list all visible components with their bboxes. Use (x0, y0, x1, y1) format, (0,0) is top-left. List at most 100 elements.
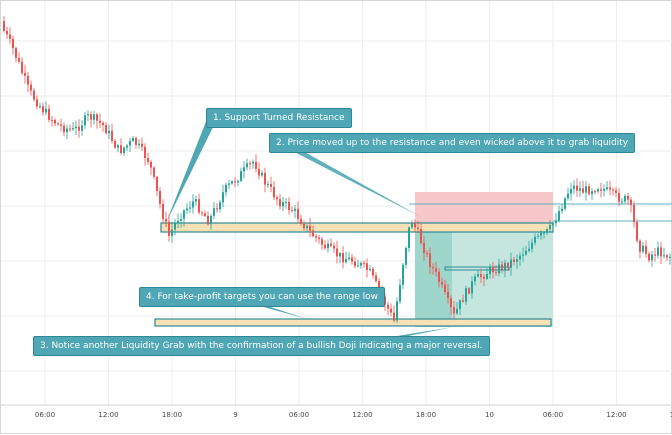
candle-body (234, 181, 236, 183)
candle-body (153, 167, 155, 177)
candle-body (543, 232, 545, 234)
candle-body (366, 263, 368, 270)
candle-body (435, 268, 437, 272)
candle-body (87, 114, 89, 116)
resistance-zone (160, 222, 554, 233)
candle-body (336, 248, 338, 257)
candle-body (369, 268, 371, 270)
candle-body (201, 212, 203, 214)
candle-body (231, 181, 233, 184)
candle-body (594, 191, 596, 193)
candle-body (600, 189, 602, 191)
candle-body (351, 257, 353, 262)
candle-body (291, 210, 293, 212)
x-tick-label: 12:00 (352, 411, 372, 419)
candle-body (195, 199, 197, 202)
candle-body (648, 253, 650, 261)
candle-body (261, 172, 263, 176)
candle-body (618, 192, 620, 202)
candle-body (480, 274, 482, 277)
candle-body (387, 304, 389, 309)
candle-body (219, 202, 221, 210)
candle-body (546, 229, 548, 233)
candle-body (159, 191, 161, 204)
candle-body (654, 254, 656, 256)
candle-body (669, 256, 671, 258)
candle-body (264, 172, 266, 185)
callout-3: 3. Notice another Liquidity Grab with th… (33, 336, 490, 356)
candle-body (174, 223, 176, 230)
candle-body (132, 138, 134, 141)
candle-body (516, 259, 518, 262)
candle-body (495, 272, 497, 274)
candle-body (18, 57, 20, 62)
candle-body (324, 244, 326, 249)
candle-body (624, 195, 626, 202)
candle-body (300, 218, 302, 224)
candle-body (3, 21, 5, 31)
candle-body (405, 247, 407, 265)
candle-body (477, 274, 479, 277)
candle-body (243, 167, 245, 172)
candle-body (108, 130, 110, 134)
candle-body (63, 125, 65, 133)
candle-body (558, 211, 560, 221)
candle-body (168, 221, 170, 236)
callout-pointers (166, 119, 453, 337)
candle-body (186, 208, 188, 211)
candle-body (276, 197, 278, 200)
time-axis: 06:00 12:00 18:00 9 06:00 12:00 18:00 10 06:00 12… (1, 404, 672, 419)
candle-body (462, 300, 464, 302)
candle-body (645, 245, 647, 254)
candle-body (183, 210, 185, 219)
candle-body (6, 30, 8, 35)
candle-body (96, 114, 98, 121)
candle-body (612, 189, 614, 191)
callout-4: 4. For take-profit targets you can use t… (139, 287, 386, 307)
candle-body (162, 203, 164, 220)
candle-body (636, 222, 638, 241)
candle-body (252, 161, 254, 164)
candle-body (573, 185, 575, 189)
x-tick-label: 18:00 (416, 411, 436, 419)
candle-body (432, 267, 434, 269)
candle-body (246, 163, 248, 168)
candle-body (222, 192, 224, 203)
candle-body (666, 255, 668, 258)
candle-body (621, 201, 623, 203)
candle-body (378, 281, 380, 291)
candle-body (630, 199, 632, 206)
candle-body (288, 201, 290, 211)
candle-body (447, 291, 449, 299)
candle-body (651, 254, 653, 261)
candle-body (255, 161, 257, 169)
candle-body (207, 215, 209, 225)
candle-body (390, 308, 392, 313)
candle-body (315, 236, 317, 238)
candle-body (216, 208, 218, 210)
candle-body (273, 186, 275, 198)
candle-body (39, 106, 41, 108)
x-tick-label: 18:00 (162, 411, 182, 419)
x-tick-label: 10 (485, 411, 494, 419)
candle-body (606, 187, 608, 190)
candle-body (345, 259, 347, 263)
x-tick-label: 06:00 (35, 411, 55, 419)
candle-body (660, 247, 662, 257)
candle-body (486, 273, 488, 279)
candle-body (396, 301, 398, 321)
candle-body (258, 168, 260, 176)
candle-body (603, 189, 605, 191)
candle-body (417, 227, 419, 230)
candle-body (270, 184, 272, 187)
candle-body (327, 243, 329, 249)
candle-body (567, 193, 569, 199)
candle-body (540, 233, 542, 236)
candle-body (9, 34, 11, 39)
candle-body (147, 158, 149, 162)
candle-body (102, 122, 104, 126)
callout-3-pointer (391, 327, 453, 337)
candle-body (51, 119, 53, 121)
candle-body (522, 254, 524, 256)
